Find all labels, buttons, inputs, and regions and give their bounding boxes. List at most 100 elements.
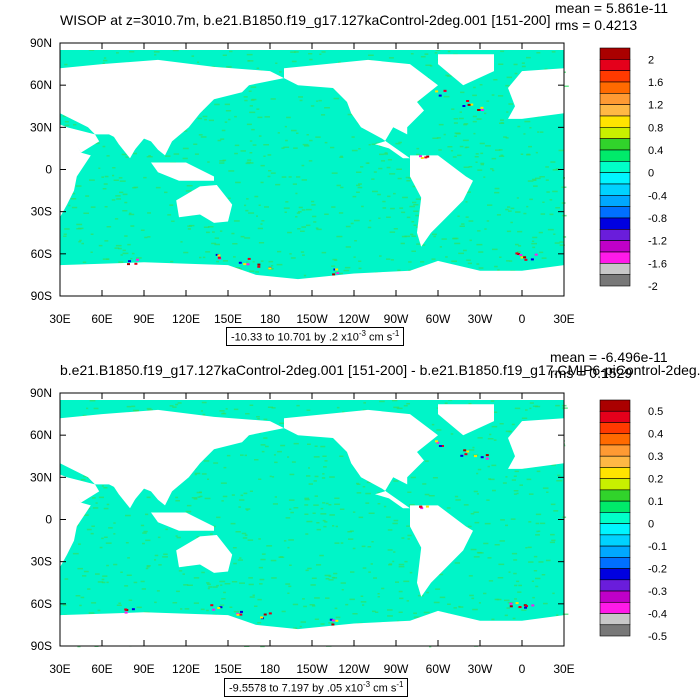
- panel2-extreme-8-3: [419, 505, 423, 508]
- panel1-extreme-2-1: [335, 268, 339, 271]
- panel2-xtick-label-4: 150E: [214, 662, 242, 676]
- panel2-landmass-10: [60, 610, 564, 646]
- panel2-extreme-7-1: [474, 455, 477, 458]
- panel2-extreme-9-3: [131, 608, 135, 611]
- panel2-extreme-7-0: [480, 456, 484, 459]
- panel2-colorbar-label-8: -0.3: [648, 586, 667, 598]
- panel1-mean: mean = 5.861e-11: [555, 0, 668, 16]
- panel1-ytick-label-1: 60N: [30, 78, 52, 92]
- panel1-ytick-label-5: 60S: [31, 247, 52, 261]
- panel2-extreme-6-3: [463, 449, 467, 452]
- panel1-extreme-7-2: [477, 109, 481, 111]
- panel2-extreme-10-1: [210, 604, 214, 607]
- panel1-extreme-2-0: [333, 268, 337, 271]
- panel1-xtick-label-10: 30W: [468, 312, 493, 326]
- panel1-landmass-10: [60, 260, 564, 296]
- panel2-range-label: -9.5578 to 7.197 by .05 x10-3 cm s-1: [224, 678, 409, 697]
- panel1-colorbar-box-3: [599, 81, 631, 94]
- panel2-colorbar-box-3: [599, 433, 631, 446]
- panel2-colorbar-box-0: [599, 399, 631, 412]
- panel1-extreme-4-3: [530, 258, 534, 261]
- panel2-extreme-5-0: [436, 441, 440, 444]
- panel2-landmass-5: [176, 535, 233, 573]
- panel1-ytick-label-0: 90N: [30, 36, 52, 50]
- panel1-extreme-9-2: [134, 262, 138, 265]
- panel1-landmass-8: [410, 155, 473, 247]
- panel1-colorbar-box-19: [599, 263, 631, 275]
- panel1-landmass-4: [151, 162, 214, 181]
- panel2-landmass-7: [438, 404, 494, 436]
- panel2-ytick-label-1: 60N: [30, 428, 52, 442]
- panel2-colorbar-box-14: [599, 557, 631, 569]
- panel2-xtick-label-8: 90W: [384, 662, 409, 676]
- panel2-xtick-label-5: 180: [260, 662, 280, 676]
- panel1-landmass-1: [60, 59, 284, 156]
- panel1-landmass-9: [508, 68, 564, 119]
- panel1-extreme-10-1: [217, 256, 221, 259]
- panel2-colorbar-box-16: [599, 579, 631, 592]
- panel1-colorbar-box-15: [599, 217, 631, 230]
- panel1-extreme-3-3: [515, 252, 519, 255]
- panel1-extreme-4-0: [523, 256, 527, 259]
- panel1-colorbar-box-7: [599, 127, 631, 139]
- panel2-colorbar-box-9: [599, 500, 631, 513]
- panel2-colorbar-box-7: [599, 478, 631, 491]
- panel2-extreme-10-0: [212, 608, 216, 611]
- panel1-colorbar-label-9: -1.6: [648, 258, 667, 270]
- panel1-colorbar-box-13: [599, 195, 631, 207]
- panel1-landmass-6: [284, 59, 438, 159]
- panel2-extreme-8-2: [420, 507, 424, 510]
- panel1-xtick-label-0: 30E: [49, 312, 70, 326]
- panel1-xtick-label-11: 0: [519, 312, 526, 326]
- panel2-extreme-1-2: [260, 616, 264, 619]
- panel2-extreme-4-2: [525, 605, 528, 608]
- panel2-landmass-6: [284, 409, 438, 509]
- panel1-extreme-6-0: [466, 100, 470, 102]
- panel2-xtick-label-1: 60E: [91, 662, 112, 676]
- panel1-extreme-5-3: [435, 90, 439, 93]
- panel1-extreme-2-3: [336, 272, 340, 275]
- panel1-extreme-10-2: [215, 253, 219, 256]
- panel1-colorbar-box-5: [599, 104, 631, 117]
- panel2-colorbar: 0.5 0.4 0.3 0.2 0.1 0 -0.1 -0.2 -0.3 -0.4 -0.5: [599, 399, 667, 643]
- panel2-extreme-6-0: [464, 453, 468, 456]
- panel1-extreme-8-2: [419, 155, 422, 158]
- panel2-ytick-label-2: 30N: [30, 470, 52, 484]
- panel1-extreme-7-1: [480, 106, 484, 109]
- panel1-colorbar-box-2: [599, 70, 631, 83]
- panel2-colorbar-label-10: -0.5: [648, 631, 667, 643]
- panel2-colorbar-box-12: [599, 534, 631, 547]
- panel1-colorbar-box-6: [599, 115, 631, 128]
- panel1-colorbar-label-1: 1.6: [648, 77, 663, 89]
- panel2-colorbar-box-4: [599, 444, 631, 457]
- panel1-colorbar-box-16: [599, 229, 631, 241]
- panel2-extreme-6-1: [460, 454, 464, 457]
- panel2-extreme-3-3: [518, 606, 522, 608]
- panel2-extreme-8-0: [425, 505, 429, 508]
- panel1-rms: rms = 0.4213: [555, 17, 638, 33]
- panel2-extreme-3-2: [509, 602, 513, 605]
- panel2-xtick-label-2: 90E: [133, 662, 154, 676]
- panel1-extreme-6-2: [470, 103, 474, 106]
- panel1-colorbar-box-1: [599, 59, 631, 71]
- panel2-colorbar-box-6: [599, 467, 631, 479]
- panel2-xtick-label-10: 30W: [468, 662, 493, 676]
- panel1-colorbar: 2 1.6 1.2 0.8 0.4 0 -0.4 -0.8 -1.2 -1.6 -2: [599, 47, 667, 293]
- panel1-extreme-9-1: [136, 258, 139, 261]
- panel1-colorbar-label-4: 0.4: [648, 145, 663, 157]
- panel1-colorbar-box-12: [599, 183, 631, 196]
- panel2-extreme-6-2: [466, 450, 470, 453]
- panel2-extreme-5-1: [441, 445, 444, 447]
- panel1-extreme-4-1: [534, 253, 538, 256]
- panel2-extreme-2-0: [329, 618, 333, 621]
- panel2-extreme-3-0: [515, 602, 519, 605]
- panel2-xtick-label-12: 30E: [553, 662, 574, 676]
- panel2-colorbar-box-1: [599, 410, 631, 423]
- panel1-ytick-label-6: 90S: [31, 289, 52, 303]
- panel2-extreme-0-2: [240, 610, 243, 613]
- panel1-extreme-0-0: [246, 263, 250, 266]
- panel2-extreme-5-2: [438, 445, 442, 447]
- panel1-colorbar-box-20: [599, 274, 631, 287]
- panel2-colorbar-label-3: 0.2: [648, 474, 663, 486]
- panel1-landmass-0: [32, 124, 91, 219]
